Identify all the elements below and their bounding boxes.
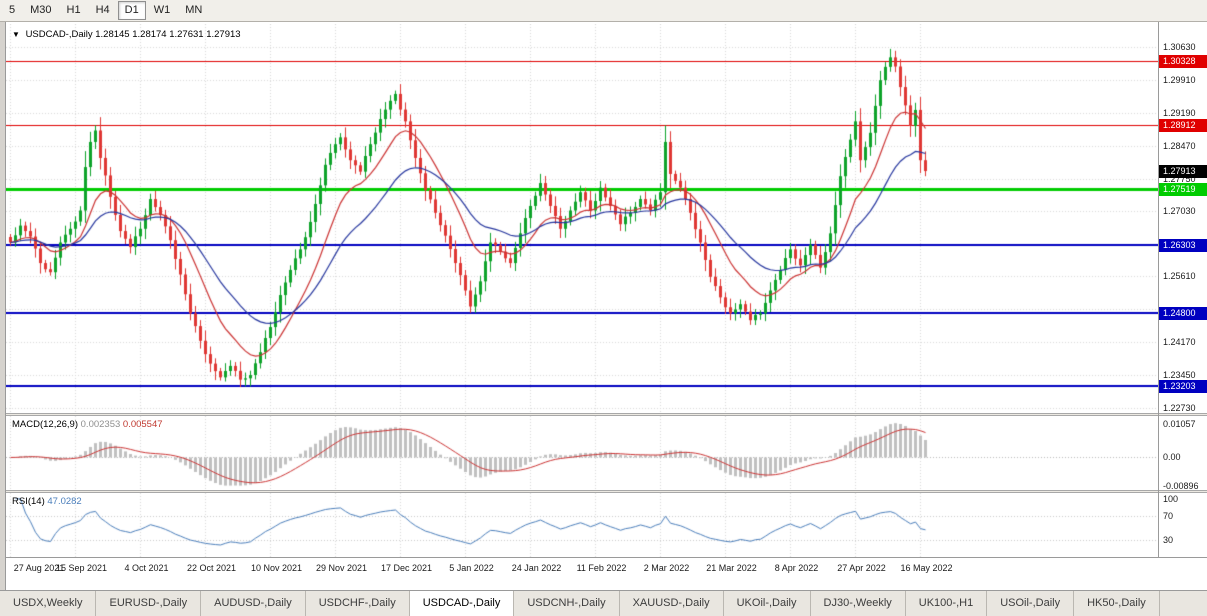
- date-axis-label: 11 Feb 2022: [576, 563, 627, 573]
- timeframe-button-mn[interactable]: MN: [185, 4, 203, 16]
- chart-tab-usdcnh-daily[interactable]: USDCNH-,Daily: [514, 591, 620, 616]
- price-level-badge: 1.27913: [1159, 165, 1207, 179]
- date-axis-label: 17 Dec 2021: [380, 563, 433, 573]
- pane-separator[interactable]: [6, 413, 1207, 416]
- time-axis-line: [6, 557, 1207, 558]
- ohlc-close-value: 1.27913: [206, 29, 241, 40]
- chart-tab-bar: USDX,Weekly EURUSD-,Daily AUDUSD-,Daily USD…: [0, 590, 1207, 616]
- chart-tab-xauusd-daily[interactable]: XAUUSD-,Daily: [620, 591, 724, 616]
- price-scale-label: 1.29190: [1163, 107, 1196, 118]
- ohlc-open-value: 1.28145: [95, 29, 130, 40]
- timeframe-button-h1[interactable]: H1: [66, 4, 81, 16]
- macd-signal-value: 0.005547: [122, 419, 163, 430]
- chart-tab-uk100-h1[interactable]: UK100-,H1: [906, 591, 988, 616]
- chart-tab-audusd-daily[interactable]: AUDUSD-,Daily: [201, 591, 306, 616]
- collapse-arrow-icon[interactable]: ▼: [12, 30, 20, 39]
- price-level-badge: 1.30328: [1159, 54, 1207, 68]
- price-level-badge: 1.27519: [1159, 183, 1207, 197]
- rsi-scale-label: 30: [1163, 534, 1174, 545]
- timeframe-button-d1[interactable]: D1: [117, 1, 146, 20]
- rsi-label: RSI(14): [12, 496, 45, 507]
- price-scale-label: 1.24170: [1163, 337, 1196, 348]
- ohlc-high-value: 1.28174: [132, 29, 167, 40]
- price-scale-label: 1.22730: [1163, 402, 1196, 413]
- chart-tab-eurusd-daily[interactable]: EURUSD-,Daily: [96, 591, 202, 616]
- price-level-badge: 1.26303: [1159, 238, 1207, 252]
- price-level-badge: 1.23203: [1159, 380, 1207, 394]
- price-scale-label: 1.25610: [1163, 271, 1196, 282]
- rsi-scale-label: 100: [1163, 493, 1179, 504]
- chart-tab-ukoil-daily[interactable]: UKOil-,Daily: [724, 591, 811, 616]
- price-scale-label: 1.29910: [1163, 74, 1196, 85]
- date-axis-label: 24 Jan 2022: [511, 563, 562, 573]
- price-scale-label: 1.28470: [1163, 140, 1196, 151]
- chart-tab-hk50-daily[interactable]: HK50-,Daily: [1074, 591, 1160, 616]
- date-axis-label: 2 Mar 2022: [643, 563, 690, 573]
- timeframe-button-w1[interactable]: W1: [153, 4, 171, 16]
- timeframe-button-m30[interactable]: M30: [30, 4, 52, 16]
- macd-scale-label: -0.00896: [1163, 481, 1199, 492]
- chart-tab-usdchf-daily[interactable]: USDCHF-,Daily: [306, 591, 410, 616]
- date-axis-label: 15 Sep 2021: [55, 563, 108, 573]
- rsi-pane-header: RSI(14) 47.0282: [12, 496, 82, 507]
- macd-scale-label: 0.00: [1163, 452, 1181, 463]
- macd-main-value: 0.002353: [80, 419, 121, 430]
- chart-window: ▼ USDCAD-,Daily 1.28145 1.28174 1.27631 …: [5, 22, 1207, 590]
- date-axis-label: 29 Nov 2021: [315, 563, 368, 573]
- date-axis-label: 5 Jan 2022: [449, 563, 494, 573]
- macd-indicator-canvas[interactable]: [6, 416, 1158, 490]
- chart-tab-usdcad-daily[interactable]: USDCAD-,Daily: [409, 591, 515, 616]
- date-axis-label: 16 May 2022: [900, 563, 953, 573]
- date-axis-label: 4 Oct 2021: [124, 563, 169, 573]
- chart-tab-usdx-weekly[interactable]: USDX,Weekly: [0, 591, 97, 616]
- price-level-badge: 1.28912: [1159, 119, 1207, 133]
- date-axis-label: 21 Mar 2022: [706, 563, 757, 573]
- macd-pane-header: MACD(12,26,9) 0.002353 0.005547: [12, 419, 163, 430]
- price-scale-label: 1.30630: [1163, 41, 1196, 52]
- rsi-indicator-canvas[interactable]: [6, 493, 1158, 557]
- date-axis-label: 27 Aug 2021: [13, 563, 65, 573]
- timeframe-toolbar: 5 M30 H1 H4 D1 W1 MN: [0, 0, 1207, 22]
- price-chart-canvas[interactable]: [6, 24, 1158, 413]
- price-scale-label: 1.27750: [1163, 173, 1196, 184]
- macd-scale-label: 0.01057: [1163, 418, 1196, 429]
- rsi-scale-label: 70: [1163, 511, 1174, 522]
- timeframe-button-5[interactable]: 5: [9, 4, 16, 16]
- rsi-value: 47.0282: [47, 496, 82, 507]
- ohlc-low-value: 1.27631: [169, 29, 204, 40]
- macd-label: MACD(12,26,9): [12, 419, 78, 430]
- price-scale-border: [1158, 22, 1159, 557]
- pane-separator[interactable]: [6, 490, 1207, 493]
- chart-tab-usoil-daily[interactable]: USOil-,Daily: [987, 591, 1075, 616]
- date-axis-label: 8 Apr 2022: [774, 563, 819, 573]
- timeframe-button-h4[interactable]: H4: [95, 4, 110, 16]
- price-scale-label: 1.27030: [1163, 206, 1196, 217]
- price-level-badge: 1.24800: [1159, 307, 1207, 321]
- price-scale-label: 1.23450: [1163, 370, 1196, 381]
- chart-tab-dj30-weekly[interactable]: DJ30-,Weekly: [811, 591, 906, 616]
- date-axis-label: 10 Nov 2021: [250, 563, 303, 573]
- date-axis-label: 27 Apr 2022: [837, 563, 886, 573]
- price-pane-header: ▼ USDCAD-,Daily 1.28145 1.28174 1.27631 …: [12, 29, 241, 40]
- chart-symbol-label: USDCAD-,Daily: [25, 29, 93, 40]
- date-axis-label: 22 Oct 2021: [186, 563, 237, 573]
